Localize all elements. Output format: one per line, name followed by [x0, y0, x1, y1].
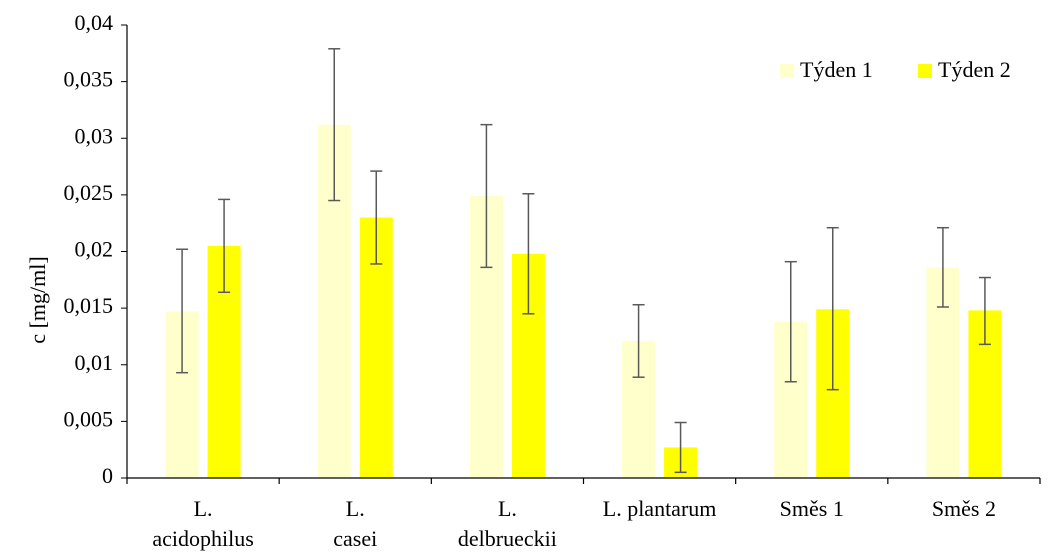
x-category-label-line: delbrueckii [458, 526, 557, 551]
x-category-label-line: L. [194, 496, 213, 521]
error-bar [328, 48, 341, 202]
legend-swatch [780, 64, 794, 78]
error-bar [176, 248, 189, 374]
x-category-label-line: L. [498, 496, 517, 521]
x-category-label: L. casei [333, 496, 377, 551]
y-tick-label: 0 [102, 463, 113, 488]
y-axis-ticks: 0 0,005 0,01 0,015 0,02 0,025 0,03 0,035 0,04 [64, 10, 127, 488]
y-tick-label: 0,005 [64, 406, 114, 431]
error-bar [370, 170, 383, 265]
y-tick-label: 0,01 [75, 350, 114, 375]
x-category-label: L. plantarum [603, 496, 717, 521]
x-axis-categories: L. acidophilus L. casei L. delbrueckii L. plan… [152, 496, 996, 551]
x-category-label: L. delbrueckii [458, 496, 557, 551]
x-category-label-line: Směs 1 [780, 496, 844, 521]
error-bar [826, 226, 839, 391]
error-bar [784, 260, 797, 383]
legend-label: Týden 1 [800, 57, 873, 82]
axes [126, 25, 1041, 484]
x-category-label-line: Směs 2 [932, 496, 996, 521]
error-bar [522, 192, 535, 315]
x-category-label: Směs 1 [780, 496, 844, 521]
x-category-label: L. acidophilus [152, 496, 253, 551]
error-bar [978, 276, 991, 346]
y-axis-title: c [mg/ml] [25, 256, 50, 343]
error-bar [480, 123, 493, 269]
y-tick-label: 0,035 [64, 67, 114, 92]
x-category-label-line: L. [346, 496, 365, 521]
error-bars [176, 48, 991, 474]
error-bar [632, 303, 645, 378]
y-tick-label: 0,02 [75, 237, 114, 262]
bars [165, 124, 1002, 478]
error-bar [936, 226, 949, 308]
x-category-label-line: acidophilus [152, 526, 253, 551]
legend-label: Týden 2 [938, 57, 1011, 82]
error-bar [674, 421, 687, 474]
x-category-label: Směs 2 [932, 496, 996, 521]
y-tick-label: 0,025 [64, 180, 114, 205]
y-tick-label: 0,04 [75, 10, 114, 35]
y-tick-label: 0,015 [64, 293, 114, 318]
y-tick-label: 0,03 [75, 123, 114, 148]
legend: Týden 1 Týden 2 [780, 57, 1011, 82]
legend-swatch [918, 64, 932, 78]
error-bar [218, 198, 231, 294]
x-category-label-line: casei [333, 526, 377, 551]
x-category-label-line: L. plantarum [603, 496, 717, 521]
